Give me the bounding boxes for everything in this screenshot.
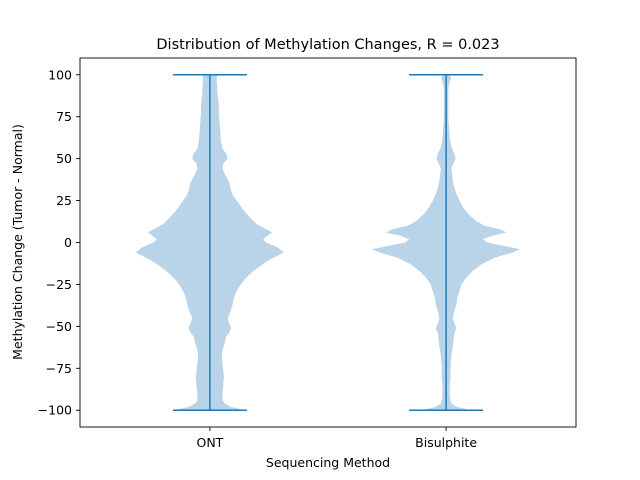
y-tick-label: −50 bbox=[46, 319, 72, 334]
y-tick-label: −75 bbox=[46, 361, 72, 376]
y-tick-label: 50 bbox=[56, 151, 72, 166]
y-tick-label: 25 bbox=[56, 193, 72, 208]
x-axis-label: Sequencing Method bbox=[266, 455, 390, 470]
violins-layer bbox=[135, 74, 521, 411]
extrema-lines-layer bbox=[172, 74, 484, 411]
y-tick-label: −25 bbox=[46, 277, 72, 292]
chart-title: Distribution of Methylation Changes, R =… bbox=[156, 37, 499, 53]
y-tick-label: 75 bbox=[56, 109, 72, 124]
y-tick-label: 0 bbox=[64, 235, 72, 250]
y-axis-label: Methylation Change (Tumor - Normal) bbox=[10, 124, 25, 360]
y-axis: 100 75 50 25 0 −25 −50 −75 −100 bbox=[38, 67, 80, 418]
y-tick-label: 100 bbox=[48, 67, 72, 82]
y-tick-label: −100 bbox=[38, 403, 72, 418]
x-tick-label-ont: ONT bbox=[196, 435, 223, 450]
x-tick-label-bisulphite: Bisulphite bbox=[415, 435, 477, 450]
x-axis: ONT Bisulphite bbox=[196, 427, 477, 450]
